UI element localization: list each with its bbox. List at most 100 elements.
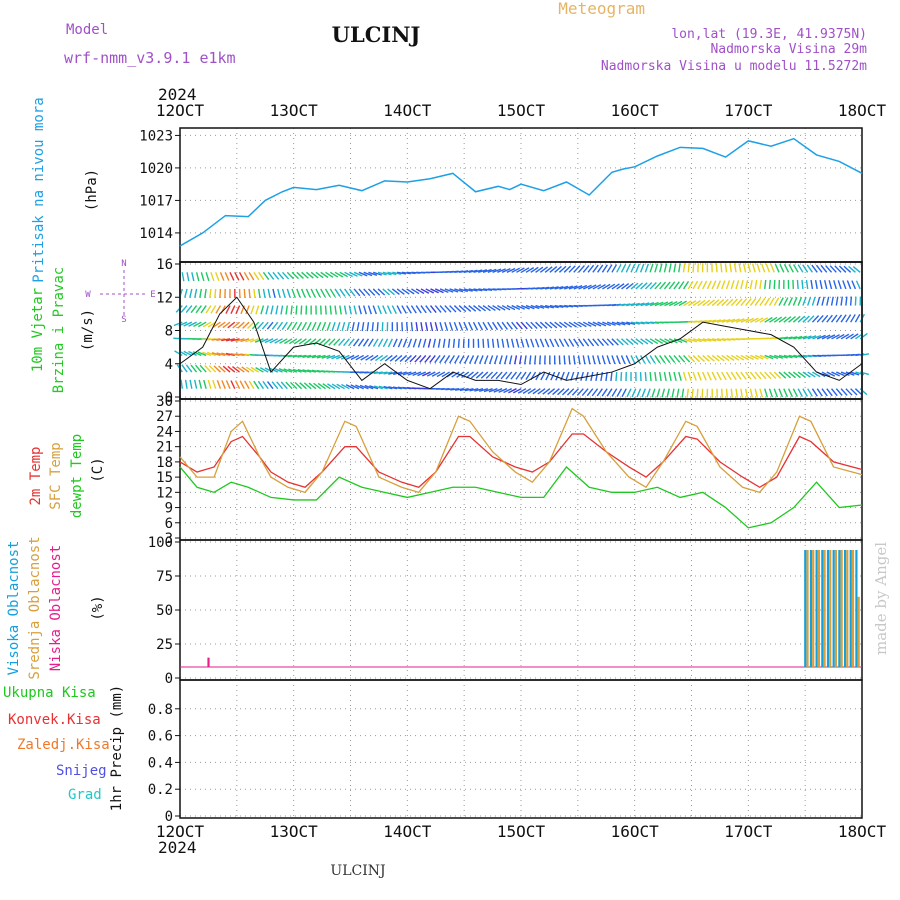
wind-barb xyxy=(726,354,735,361)
wind-barb xyxy=(707,319,717,323)
wind-barb xyxy=(573,355,576,365)
high-cloud-bar xyxy=(838,550,841,667)
wind-barb xyxy=(221,352,231,357)
wind-barb xyxy=(656,388,661,398)
wind-barb xyxy=(830,388,838,397)
wind-barb xyxy=(649,371,652,382)
wind-barb xyxy=(630,338,639,345)
wind-barb xyxy=(816,388,823,397)
wind-barb xyxy=(573,265,581,273)
wind-barb xyxy=(420,322,424,332)
wind-barb xyxy=(225,380,231,389)
wind-barb xyxy=(807,296,812,306)
wind-barb xyxy=(587,264,595,273)
wind-barb xyxy=(215,305,222,314)
wind-barb xyxy=(606,264,613,273)
wind-barb xyxy=(537,388,546,395)
wind-barb xyxy=(292,368,302,373)
wind-barb xyxy=(382,338,389,348)
wind-barb xyxy=(490,371,498,380)
wind-barb xyxy=(730,280,735,290)
wind-barb xyxy=(850,333,859,340)
wind-barb xyxy=(621,338,629,346)
wind-barb xyxy=(495,371,503,380)
wind-barb xyxy=(644,372,647,382)
wind-barb xyxy=(635,338,644,345)
dewpt-temp-line xyxy=(179,466,863,529)
wind-barb xyxy=(845,388,853,396)
wind-barb xyxy=(706,354,715,362)
wind-barb xyxy=(735,354,745,361)
wind-barb xyxy=(491,338,495,348)
wind-barb xyxy=(721,318,731,323)
wind-barb xyxy=(473,288,483,292)
wind-barb xyxy=(334,271,344,278)
wind-barb xyxy=(224,272,230,281)
wind-barb xyxy=(377,305,382,315)
wind-barb xyxy=(711,280,717,290)
wind-barb xyxy=(630,263,636,273)
wind-barb xyxy=(294,381,303,390)
wind-barb xyxy=(582,355,586,365)
wind-barb xyxy=(496,338,500,348)
wind-barb xyxy=(592,355,596,365)
wind-barb xyxy=(404,354,412,363)
wind-barb xyxy=(778,371,787,379)
wind-barb xyxy=(260,305,265,315)
wind-barb xyxy=(188,350,197,357)
sfc-temp-line xyxy=(179,407,863,494)
wind-barb xyxy=(477,321,484,331)
wind-barb xyxy=(468,269,478,273)
wind-barb xyxy=(606,321,616,326)
mid-cloud-bar xyxy=(840,550,843,667)
y-tick-label: 9 xyxy=(165,501,173,517)
wind-barb xyxy=(582,338,590,347)
wind-barb xyxy=(427,338,432,348)
wind-barb xyxy=(725,388,728,398)
wind-barb xyxy=(821,371,831,377)
wind-barb xyxy=(621,282,630,290)
wind-barb xyxy=(702,319,712,323)
y-tick-label: 1020 xyxy=(139,161,173,177)
wind-barb xyxy=(797,335,807,340)
y-tick-label: 6 xyxy=(165,516,173,532)
wind-barb xyxy=(729,263,732,273)
wind-barb xyxy=(478,355,484,365)
wind-barb xyxy=(425,305,432,314)
wind-barb xyxy=(692,263,695,273)
wind-barb xyxy=(348,288,356,297)
wind-barb xyxy=(721,280,726,290)
wind-barb xyxy=(459,355,465,364)
wind-barb xyxy=(611,264,618,273)
wind-barb xyxy=(547,388,556,395)
wind-barb xyxy=(371,322,374,332)
wind-barb xyxy=(678,281,685,290)
mid-cloud-bar xyxy=(829,550,832,667)
wind-barb xyxy=(807,335,817,340)
wind-barb xyxy=(592,284,602,290)
wind-barb xyxy=(850,371,860,376)
wind-barb xyxy=(417,371,427,377)
wind-barb xyxy=(444,321,449,331)
wind-barb xyxy=(578,321,587,328)
wind-barb xyxy=(520,338,525,348)
wind-barb xyxy=(702,299,711,307)
wind-barb xyxy=(549,338,555,348)
wind-barb xyxy=(830,296,834,306)
wind-barb xyxy=(265,305,269,315)
wind-barb xyxy=(742,263,747,273)
wind-barb xyxy=(769,354,779,360)
wind-barb xyxy=(250,366,260,373)
wind-barb xyxy=(854,388,863,396)
wind-barb xyxy=(692,338,702,343)
wind-barb xyxy=(778,336,789,340)
wind-barb xyxy=(687,371,692,381)
wind-barb xyxy=(573,321,582,328)
wind-barb xyxy=(473,305,482,312)
wind-barb xyxy=(377,338,384,348)
wind-barb xyxy=(339,271,349,278)
wind-barb xyxy=(389,354,398,362)
wind-barb xyxy=(535,304,545,309)
wind-barb xyxy=(190,364,198,373)
wind-barb xyxy=(625,282,634,290)
